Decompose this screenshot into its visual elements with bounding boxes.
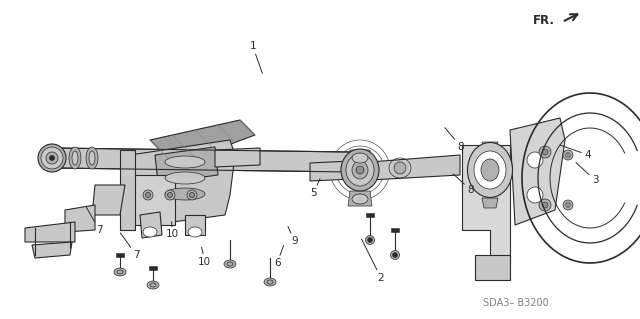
Text: 5: 5 (310, 179, 320, 198)
Polygon shape (348, 150, 372, 165)
Polygon shape (120, 150, 135, 230)
Ellipse shape (527, 187, 543, 203)
Polygon shape (92, 185, 125, 215)
Ellipse shape (394, 162, 406, 174)
Polygon shape (32, 242, 72, 258)
Ellipse shape (566, 152, 570, 158)
Polygon shape (510, 118, 565, 225)
Ellipse shape (352, 161, 368, 179)
Polygon shape (140, 212, 162, 238)
Text: 1: 1 (250, 41, 262, 73)
Ellipse shape (147, 281, 159, 289)
Polygon shape (116, 253, 124, 257)
Ellipse shape (352, 194, 368, 204)
Ellipse shape (114, 268, 126, 276)
Text: SDA3– B3200: SDA3– B3200 (483, 298, 549, 308)
Polygon shape (215, 148, 260, 167)
Ellipse shape (165, 190, 175, 200)
Text: 10: 10 (166, 222, 179, 240)
Text: 7: 7 (120, 233, 140, 260)
Text: 9: 9 (288, 226, 298, 246)
Ellipse shape (539, 199, 551, 211)
Polygon shape (348, 191, 372, 206)
Ellipse shape (341, 149, 379, 191)
Text: 4: 4 (560, 145, 591, 160)
Ellipse shape (542, 202, 548, 208)
Ellipse shape (143, 227, 157, 237)
Ellipse shape (563, 200, 573, 210)
Ellipse shape (392, 253, 397, 257)
Ellipse shape (165, 156, 205, 168)
Ellipse shape (187, 190, 197, 200)
Ellipse shape (563, 150, 573, 160)
Text: 8: 8 (453, 174, 474, 195)
Polygon shape (149, 266, 157, 270)
Polygon shape (370, 155, 460, 180)
Polygon shape (482, 198, 498, 208)
Ellipse shape (189, 192, 195, 197)
Ellipse shape (264, 278, 276, 286)
Ellipse shape (150, 283, 156, 287)
Ellipse shape (527, 152, 543, 168)
Ellipse shape (41, 147, 63, 169)
Text: 2: 2 (362, 239, 384, 283)
Ellipse shape (542, 149, 548, 155)
Polygon shape (391, 228, 399, 232)
Text: 3: 3 (576, 163, 598, 185)
Ellipse shape (145, 192, 150, 197)
Ellipse shape (267, 280, 273, 284)
Ellipse shape (38, 144, 66, 172)
Ellipse shape (188, 227, 202, 237)
Ellipse shape (367, 238, 372, 242)
Text: FR.: FR. (533, 13, 555, 26)
Ellipse shape (227, 262, 233, 266)
Ellipse shape (467, 143, 513, 197)
Ellipse shape (481, 159, 499, 181)
Polygon shape (150, 120, 255, 165)
Polygon shape (125, 140, 235, 225)
Ellipse shape (474, 151, 506, 189)
Text: 6: 6 (274, 246, 284, 268)
Text: 7: 7 (86, 207, 102, 235)
Ellipse shape (356, 166, 364, 174)
Polygon shape (185, 215, 205, 235)
Ellipse shape (86, 147, 98, 169)
Ellipse shape (69, 147, 81, 169)
Polygon shape (55, 148, 350, 172)
Polygon shape (130, 175, 175, 225)
Polygon shape (65, 205, 95, 232)
Ellipse shape (72, 151, 78, 165)
Ellipse shape (365, 235, 374, 244)
Polygon shape (25, 222, 75, 242)
Polygon shape (482, 142, 498, 152)
Ellipse shape (143, 190, 153, 200)
Ellipse shape (168, 192, 173, 197)
Polygon shape (366, 213, 374, 217)
Polygon shape (155, 147, 218, 183)
Polygon shape (475, 255, 510, 280)
Polygon shape (310, 161, 352, 181)
Ellipse shape (224, 260, 236, 268)
Ellipse shape (117, 270, 123, 274)
Ellipse shape (539, 146, 551, 158)
Ellipse shape (165, 188, 205, 200)
Ellipse shape (352, 153, 368, 163)
Ellipse shape (46, 152, 58, 164)
Ellipse shape (49, 155, 54, 160)
Ellipse shape (566, 203, 570, 207)
Ellipse shape (165, 172, 205, 184)
Text: 10: 10 (198, 247, 211, 267)
Ellipse shape (390, 250, 399, 259)
Polygon shape (462, 145, 510, 260)
Text: 8: 8 (445, 128, 464, 152)
Ellipse shape (346, 154, 374, 186)
Ellipse shape (89, 151, 95, 165)
